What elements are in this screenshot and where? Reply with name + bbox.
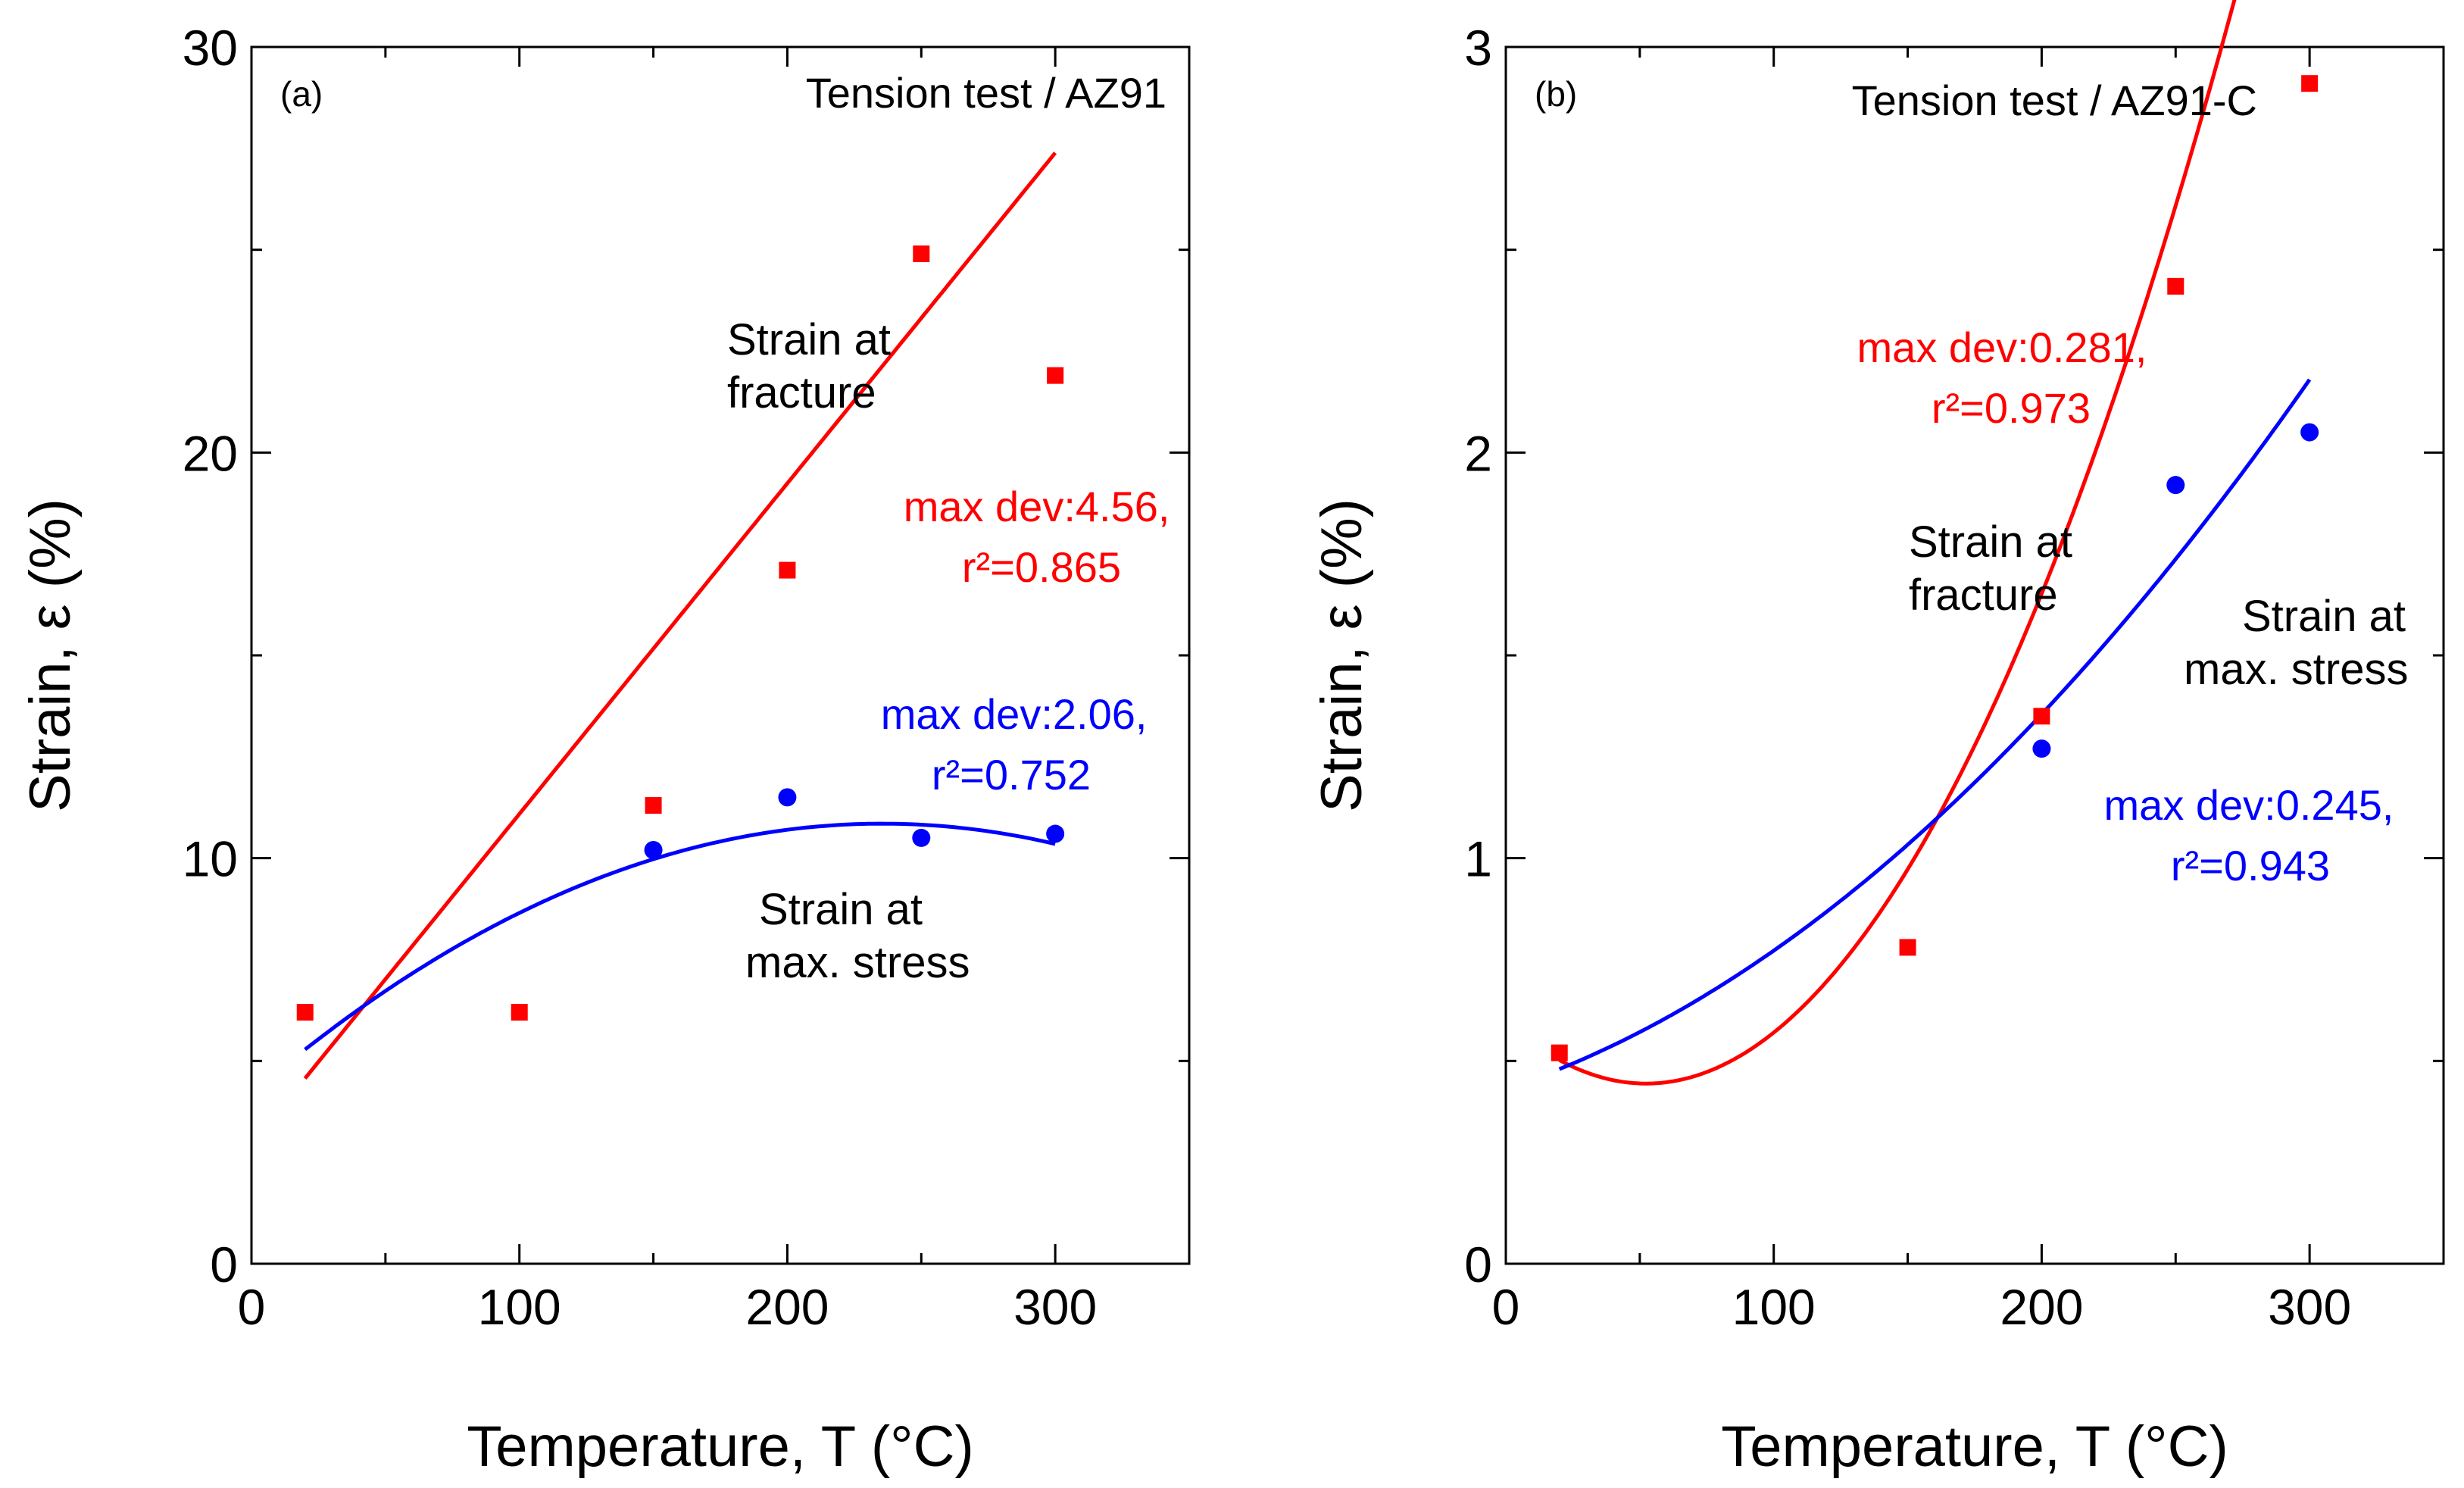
xlabel-b: Temperature, T (°C) [1721, 1415, 2228, 1479]
panel-a: 0 100 200 300 0 10 20 30 (a) Tension test / AZ9… [18, 20, 1191, 1479]
data-point-a-0 [645, 797, 662, 814]
series-label-fracture-b-line2: fracture [1909, 571, 2058, 620]
series-label-maxstress-b-line1: Strain at [2242, 592, 2406, 641]
fit-annotation-fracture-a-line1: max dev:4.56, [904, 483, 1170, 530]
data-point-a-1 [778, 788, 797, 807]
panel-b: 0 100 200 300 0 1 2 3 (b) Tension test / AZ91-C… [1310, 0, 2445, 1479]
series-label-fracture-b-line1: Strain at [1909, 517, 2072, 567]
series-label-maxstress-b: Strain at max. stress [2184, 592, 2418, 694]
xlabel-a: Temperature, T (°C) [467, 1415, 974, 1479]
data-point-b-0 [2301, 75, 2319, 92]
fit-annotation-fracture-b: max dev:0.281, r²=0.973 [1857, 324, 2159, 432]
y-tick-label-a: 30 [183, 20, 238, 76]
y-tick-label-a: 10 [183, 831, 238, 887]
ticks-b: 0 100 200 300 0 1 2 3 [1464, 20, 2445, 1335]
fit-curve-b-1 [1558, 378, 2312, 1071]
data-point-a-1 [1046, 824, 1065, 843]
series-label-maxstress-a: Strain at max. stress [745, 885, 970, 987]
fit-annotation-maxstress-a: max dev:2.06, r²=0.752 [881, 690, 1159, 799]
fit-annotation-maxstress-b-line1: max dev:0.245, [2104, 781, 2394, 829]
ylabel-b: Strain, ε (%) [1310, 499, 1374, 812]
fit-annotation-fracture-a-line2: r²=0.865 [962, 543, 1121, 591]
x-tick-label-b: 300 [2268, 1279, 2351, 1335]
fit-curve-a-0 [303, 152, 1057, 1080]
series-label-fracture-b: Strain at fracture [1909, 517, 2085, 620]
data-point-a-0 [779, 561, 796, 579]
data-point-b-1 [2032, 739, 2051, 758]
fit-annotation-maxstress-b: max dev:0.245, r²=0.943 [2104, 781, 2406, 889]
fit-curves-b [1558, 0, 2312, 1086]
fit-annotation-fracture-a: max dev:4.56, r²=0.865 [904, 483, 1182, 591]
data-point-a-0 [511, 1004, 528, 1021]
x-tick-label-a: 300 [1013, 1279, 1097, 1335]
data-point-b-0 [1551, 1044, 1568, 1061]
fit-annotation-maxstress-a-line1: max dev:2.06, [881, 690, 1148, 738]
fit-annotation-fracture-b-line2: r²=0.973 [1932, 384, 2091, 432]
series-label-maxstress-a-line1: Strain at [759, 885, 923, 934]
series-label-maxstress-b-line2: max. stress [2184, 645, 2409, 694]
x-tick-label-a: 0 [238, 1279, 266, 1335]
panel-label-b: (b) [1535, 74, 1577, 114]
y-tick-label-b: 3 [1464, 20, 1492, 76]
series-label-maxstress-a-line2: max. stress [745, 938, 970, 987]
x-tick-label-a: 200 [745, 1279, 829, 1335]
plot-frame-a [250, 45, 1191, 1265]
data-point-a-0 [296, 1004, 314, 1021]
data-point-a-1 [644, 840, 663, 859]
y-tick-label-a: 20 [183, 425, 238, 481]
fit-curve-a-1 [304, 821, 1056, 1052]
x-tick-label-b: 200 [2000, 1279, 2083, 1335]
fit-annotation-maxstress-a-line2: r²=0.752 [932, 751, 1091, 799]
fit-annotation-maxstress-b-line2: r²=0.943 [2171, 842, 2330, 889]
y-tick-label-a: 0 [210, 1236, 238, 1293]
panel-label-a: (a) [280, 74, 323, 114]
data-points-b [1551, 75, 2319, 1061]
data-point-b-1 [2300, 423, 2319, 442]
data-point-a-0 [913, 245, 930, 263]
chart-title-a: Tension test / AZ91 [806, 69, 1166, 117]
y-tick-label-b: 2 [1464, 425, 1492, 481]
data-point-b-0 [2033, 708, 2050, 725]
x-tick-label-a: 100 [478, 1279, 561, 1335]
data-point-b-0 [2167, 277, 2184, 295]
x-tick-label-b: 100 [1732, 1279, 1816, 1335]
data-point-b-1 [2166, 476, 2185, 495]
series-label-fracture-a: Strain at fracture [727, 315, 903, 417]
fit-curves-a [303, 152, 1057, 1080]
series-label-fracture-a-line1: Strain at [727, 315, 891, 364]
series-label-fracture-a-line2: fracture [727, 368, 876, 417]
x-tick-label-b: 0 [1492, 1279, 1520, 1335]
data-point-a-1 [912, 828, 931, 847]
data-point-b-0 [1899, 939, 1916, 956]
fit-annotation-fracture-b-line1: max dev:0.281, [1857, 324, 2147, 371]
data-point-a-0 [1047, 367, 1064, 384]
y-tick-label-b: 0 [1464, 1236, 1492, 1293]
y-tick-label-b: 1 [1464, 831, 1492, 887]
data-points-a [296, 245, 1065, 1021]
fit-curve-b-0 [1558, 0, 2237, 1086]
ticks-a: 0 100 200 300 0 10 20 30 [183, 20, 1191, 1335]
ylabel-a: Strain, ε (%) [18, 499, 83, 812]
chart-title-b: Tension test / AZ91-C [1852, 77, 2257, 124]
